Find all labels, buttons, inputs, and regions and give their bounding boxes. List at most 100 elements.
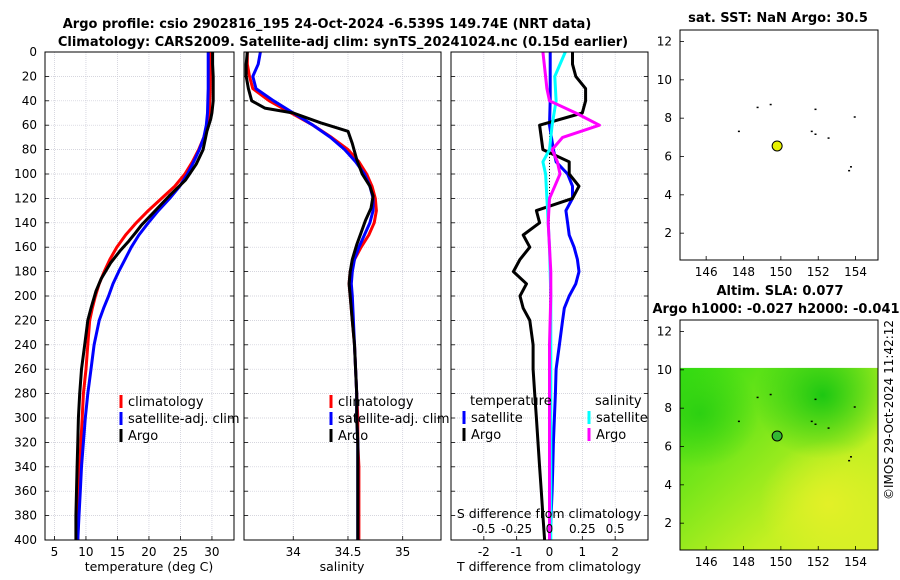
depth-tick-label: 240 (14, 338, 37, 352)
lat-tick-label: 4 (664, 188, 672, 202)
depth-tick-label: 300 (14, 411, 37, 425)
legend-temperature-title: temperature (470, 394, 552, 409)
legend-climatology: climatology (338, 395, 414, 410)
island (827, 137, 830, 139)
depth-tick-label: 0 (29, 45, 37, 59)
x-tick-label: 5 (51, 545, 59, 559)
island (810, 420, 813, 423)
s-difference-label: S difference from climatology (457, 506, 642, 521)
x-tick-label: 20 (141, 545, 156, 559)
lat-tick-label: 2 (664, 226, 672, 240)
sla-field (680, 367, 878, 550)
lat-tick-label: 8 (664, 401, 672, 415)
lon-tick-label: 146 (695, 265, 718, 279)
temperature-tick-labels: 5 10 15 20 25 30 (51, 545, 220, 559)
island (849, 166, 852, 168)
depth-tick-label: 140 (14, 216, 37, 230)
lon-tick-label: 154 (844, 265, 867, 279)
x-tick-label: 34.5 (335, 545, 362, 559)
depth-tick-label: 20 (22, 69, 37, 83)
island (810, 130, 813, 133)
difference-frame (450, 51, 649, 541)
legend-s-argo: Argo (596, 428, 626, 443)
sla-map-lon-labels: 146 148 150 152 154 (695, 546, 867, 569)
depth-tick-label: 400 (14, 533, 37, 547)
s-tick-label: -0.25 (501, 522, 532, 536)
island (737, 130, 740, 133)
x-tick-label: 30 (204, 545, 219, 559)
legend-t-argo: Argo (471, 428, 501, 443)
difference-panel: -2 -1 0 1 2 -0.5 -0.25 0 0.25 0.5 S difference f… (450, 51, 649, 574)
temperature-xlabel: temperature (deg C) (85, 559, 214, 574)
x-tick-label: 2 (611, 545, 619, 559)
island (848, 169, 851, 172)
island (737, 420, 740, 423)
argo-float-marker (771, 430, 783, 442)
x-tick-label: -1 (511, 545, 523, 559)
depth-tick-label: 280 (14, 387, 37, 401)
title-line-2: Climatology: CARS2009. Satellite-adj cli… (58, 35, 628, 50)
lat-tick-label: 6 (664, 150, 672, 164)
island (853, 406, 856, 408)
depth-tick-label: 180 (14, 265, 37, 279)
island (849, 456, 852, 458)
lon-tick-label: 148 (732, 555, 755, 569)
series-temperature-argo (511, 52, 588, 540)
depth-tick-label: 120 (14, 191, 37, 205)
depth-tick-label: 260 (14, 362, 37, 376)
depth-tick-labels: 0 20 40 60 80 100 120 140 160 180 200 220 240 260 280 3… (14, 45, 37, 547)
t-difference-xlabel: T difference from climatology (456, 559, 642, 574)
legend-s-satellite: satellite (596, 411, 648, 426)
sst-map-lat-labels: 2 4 6 8 10 12 (657, 35, 684, 240)
sla-map-lat-labels: 2 4 6 8 10 12 (657, 325, 684, 530)
s-tick-label: 0.5 (606, 522, 625, 536)
lon-tick-label: 154 (844, 555, 867, 569)
island (853, 116, 856, 118)
s-tick-label: 0 (546, 522, 554, 536)
depth-tick-label: 200 (14, 289, 37, 303)
series-argo (244, 52, 375, 540)
lat-tick-label: 6 (664, 440, 672, 454)
imos-credit: ©IMOS 29-Oct-2024 11:42:12 (882, 320, 896, 500)
salinity-frame (243, 51, 442, 541)
depth-tick-label: 220 (14, 313, 37, 327)
lat-tick-label: 10 (657, 363, 672, 377)
s-tick-label: -0.5 (472, 522, 495, 536)
title-line-1: Argo profile: csio 2902816_195 24-Oct-20… (63, 17, 592, 32)
island (814, 133, 817, 135)
island (814, 423, 817, 425)
difference-lines (511, 52, 601, 540)
depth-tick-label: 380 (14, 509, 37, 523)
sla-map-frame (679, 319, 879, 551)
legend-climatology: climatology (128, 395, 204, 410)
lon-tick-label: 148 (732, 265, 755, 279)
lon-tick-label: 152 (807, 555, 830, 569)
depth-tick-label: 360 (14, 484, 37, 498)
lat-tick-label: 4 (664, 478, 672, 492)
sla-field-layer (680, 367, 878, 550)
island (814, 398, 817, 401)
series-satellite-adj-clim (76, 52, 210, 540)
legend-satellite: satellite-adj. clim (338, 412, 450, 427)
lon-tick-label: 146 (695, 555, 718, 569)
legend-t-satellite: satellite (471, 411, 523, 426)
depth-tick-label: 80 (22, 143, 37, 157)
temperature-lines (74, 52, 215, 540)
s-difference-tick-labels: -0.5 -0.25 0 0.25 0.5 (472, 522, 625, 536)
sst-map-lon-labels: 146 148 150 152 154 (695, 256, 867, 279)
salinity-xlabel: salinity (320, 559, 365, 574)
salinity-legend: climatology satellite-adj. clim Argo (329, 395, 450, 444)
lon-tick-label: 152 (807, 265, 830, 279)
x-tick-label: 25 (173, 545, 188, 559)
lat-tick-label: 2 (664, 516, 672, 530)
island (769, 393, 772, 396)
sst-map-frame (679, 29, 879, 261)
lat-tick-label: 12 (657, 35, 672, 49)
salinity-grid (244, 51, 441, 541)
s-tick-label: 0.25 (569, 522, 596, 536)
x-tick-label: -2 (478, 545, 490, 559)
x-tick-label: 15 (110, 545, 125, 559)
island (814, 108, 817, 111)
island (756, 106, 759, 109)
x-tick-label: 34 (286, 545, 301, 559)
